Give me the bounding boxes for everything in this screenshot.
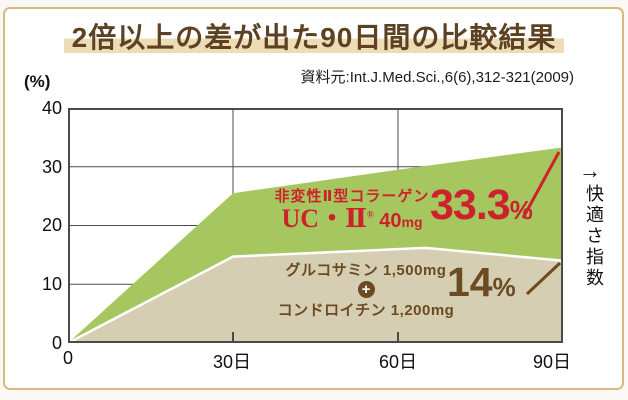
uc2-series-label: 非変性Ⅱ型コラーゲン UC・Ⅱ® 40mg	[242, 185, 462, 232]
y-tick-0: 0	[51, 333, 62, 353]
uc2-collagen-label: 非変性Ⅱ型コラーゲン	[274, 188, 430, 205]
x-tick-60d: 60日	[378, 352, 418, 372]
x-tick-30d: 30日	[212, 352, 252, 372]
y-tick-10: 10	[41, 274, 62, 294]
uc2-result-percent-sign: %	[509, 195, 533, 225]
right-axis-label: 快適さ指数	[584, 184, 604, 289]
y-tick-30: 30	[41, 157, 62, 177]
uc2-brand-label: UC・Ⅱ® 40mg	[242, 206, 462, 232]
y-axis-unit-label: (%)	[24, 72, 51, 91]
gc-result-number: 14	[447, 259, 493, 305]
uc2-dose: 40mg	[374, 210, 423, 232]
chondroitin-label: コンドロイチン 1,200mg	[277, 302, 455, 319]
gc-result-value: 14%	[447, 262, 516, 303]
x-tick-90d: 90日	[532, 352, 572, 372]
glucosamine-label: グルコサミン 1,500mg	[285, 262, 447, 279]
plus-icon: +	[357, 281, 375, 298]
right-arrow-icon: →	[579, 158, 601, 183]
uc2-result-number: 33.3	[430, 181, 511, 229]
registered-mark-icon: ®	[366, 209, 374, 220]
source-citation: 資料元:Int.J.Med.Sci.,6(6),312-321(2009)	[300, 69, 574, 86]
gc-result-percent-sign: %	[492, 272, 516, 302]
uc2-dose-value: 40	[379, 210, 402, 232]
uc2-dose-unit: mg	[401, 214, 423, 230]
x-tick-0: 0	[62, 348, 73, 368]
area-chart-plot	[68, 108, 563, 343]
y-tick-20: 20	[41, 215, 62, 235]
gc-series-label: グルコサミン 1,500mg + コンドロイチン 1,200mg	[256, 259, 476, 320]
chart-title-text: 2倍以上の差が出た90日間の比較結果	[63, 22, 565, 53]
uc2-result-value: 33.3%	[430, 184, 533, 227]
uc2-brand-name: UC・Ⅱ	[281, 204, 367, 233]
y-tick-40: 40	[41, 98, 62, 118]
chart-title: 2倍以上の差が出た90日間の比較結果	[0, 16, 628, 56]
